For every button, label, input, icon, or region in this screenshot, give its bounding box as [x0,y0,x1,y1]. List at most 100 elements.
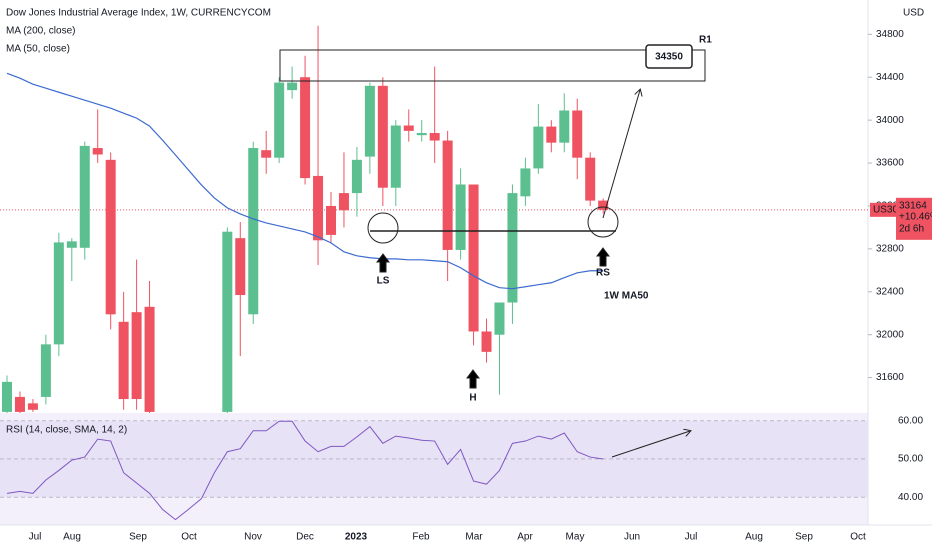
target-box [645,44,693,69]
y-tick-label: 40.00 [898,492,923,503]
y-tick-label: 32000 [876,329,904,340]
y-tick-label: 32400 [876,286,904,297]
rsi-line [6,420,604,521]
candle-body [92,148,103,155]
candle-body [131,312,142,400]
ma50-line [6,72,604,290]
h-label: H [469,393,476,404]
currency-label: USD [903,8,924,19]
candle-body [235,238,246,295]
resistance-box [279,49,706,82]
x-tick-label: Oct [181,532,197,543]
y-tick-label: 31600 [876,372,904,383]
y-tick-label: 34400 [876,72,904,83]
candle-body [338,193,349,211]
x-tick-label: Dec [296,532,314,543]
candle-body [144,306,155,412]
candle-body [390,125,401,188]
price-panel [0,25,868,413]
y-tick-label: 34800 [876,29,904,40]
candle-body [585,157,596,201]
candle-body [287,82,298,91]
x-tick-label: Aug [63,532,81,543]
y-tick-label: 50.00 [898,454,923,465]
y-tick-label: 60.00 [898,415,923,426]
rsi-chart [0,420,868,521]
candle-body [14,396,25,412]
x-tick-label: 2023 [345,532,368,543]
candle-body [416,133,427,136]
price-tag [870,202,896,217]
candle-body [598,200,609,210]
candle-body [455,184,466,250]
candle-body [494,302,505,335]
x-tick-label: Nov [244,532,262,543]
x-tick-label: Jul [29,532,42,543]
candle-body [572,110,583,158]
candle-body [326,205,336,235]
x-tick-label: Oct [850,532,866,543]
candle-body [533,126,544,169]
x-tick-label: Sep [129,532,147,543]
projection-arrow [602,90,640,219]
chart-title: Dow Jones Industrial Average Index, 1W, … [6,8,271,19]
price-tag-change: +10.46% [899,211,932,222]
circle [587,206,619,238]
x-tick-label: Apr [517,532,533,543]
legend-entry: MA (200, close) [6,26,75,37]
circle [367,212,399,244]
candle-body [261,150,272,158]
price-tag-symbol: US30 [873,204,898,215]
candle-body [364,85,375,157]
ls-label: LS [377,276,390,287]
y-tick-label: 32800 [876,244,904,255]
candle-body [429,133,440,141]
candle-body [105,159,116,315]
candle-body [468,184,479,332]
candle-body [66,241,77,248]
y-tick-label: 34000 [876,115,904,126]
ma50-label: 1W MA50 [604,291,649,302]
candle-body [403,125,414,131]
x-tick-label: Jul [685,532,698,543]
price-tag-value: 33164 [899,200,927,211]
x-tick-label: May [566,532,585,543]
x-tick-label: Sep [795,532,813,543]
annotations [279,44,706,458]
candle-body [222,231,233,412]
candle-body [53,242,64,345]
price-tag-box [896,197,932,240]
rs-label: RS [596,268,610,279]
legend-entry: MA (50, close) [6,44,70,55]
rsi-arrow [611,431,690,458]
candle-body [27,403,38,410]
arrow-up [596,247,610,267]
candle-body [559,110,570,143]
candle-body [79,145,90,248]
candle-body [481,331,492,352]
x-tick-label: Aug [745,532,763,543]
candle-body [274,82,285,158]
candle-body [546,126,557,143]
candle-body [442,140,453,250]
x-tick-label: Jun [624,532,640,543]
candle-body [248,148,259,315]
y-tick-label: 33600 [876,158,904,169]
target-label: 34350 [655,52,683,63]
axes: 3480034400340003360033200328003240032000… [29,29,932,543]
rsi-title: RSI (14, close, SMA, 14, 2) [6,425,127,436]
price-tag-countdown: 2d 6h [899,223,924,234]
x-tick-label: Mar [465,532,483,543]
candle-body [40,344,51,397]
candle-body [313,175,324,241]
candle-body [300,77,311,179]
candle-body [2,381,12,412]
candle-body [377,85,388,188]
r1-label: R1 [699,35,712,46]
candle-body [118,321,129,400]
x-tick-label: Feb [412,532,430,543]
candle-body [507,193,518,303]
candle-body [351,159,362,194]
candle-body [520,168,531,197]
